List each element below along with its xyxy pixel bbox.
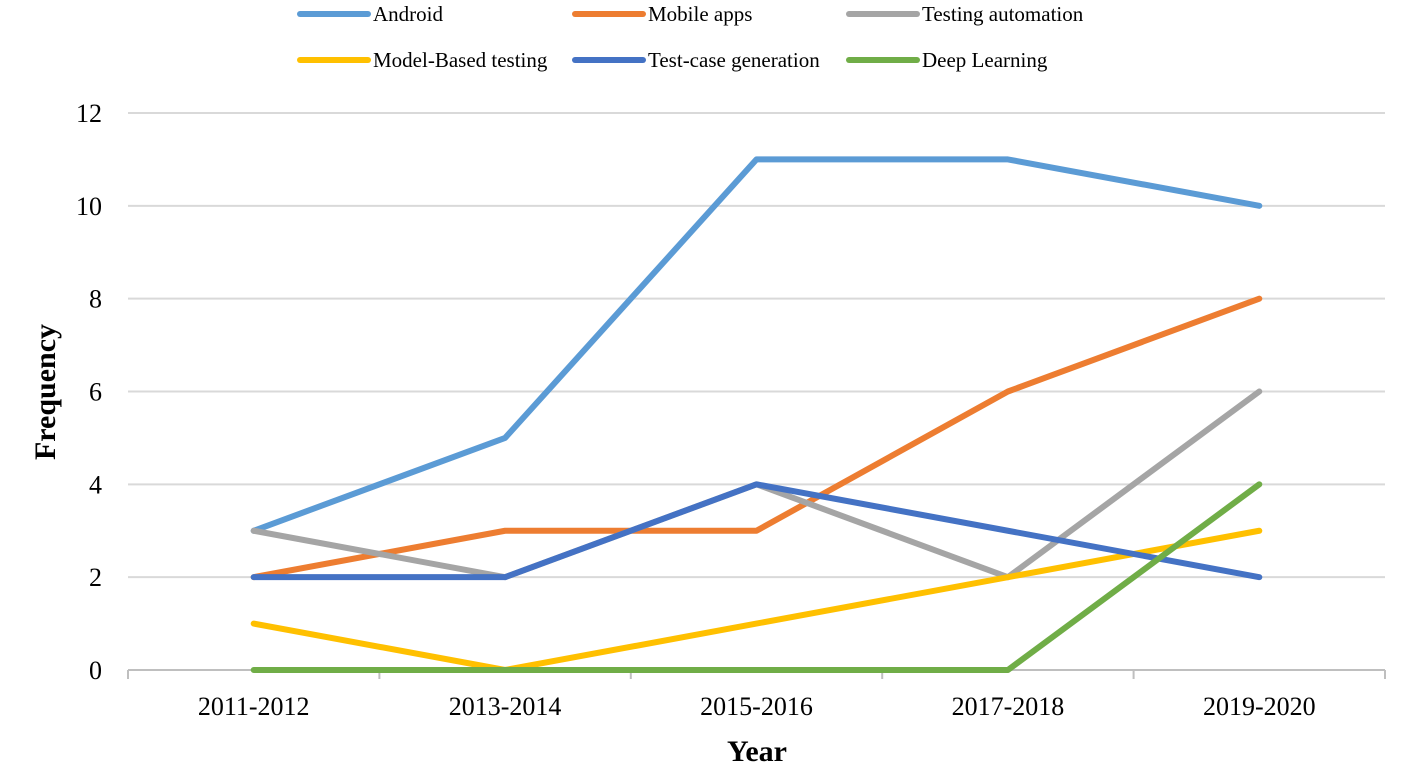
legend-label: Test-case generation	[648, 48, 820, 72]
gridlines	[128, 112, 1385, 579]
legend-label: Testing automation	[922, 2, 1084, 26]
y-tick-label: 0	[89, 656, 102, 685]
series-line-deep-learning	[250, 481, 1263, 673]
x-tick-label: 2013-2014	[449, 692, 562, 721]
x-tick-label: 2017-2018	[952, 692, 1065, 721]
legend-item-deep-learning: Deep Learning	[846, 48, 1048, 72]
legend-item-test-case-generation: Test-case generation	[572, 48, 820, 72]
legend-label: Deep Learning	[922, 48, 1048, 72]
series-line-model-based-testing	[250, 527, 1263, 673]
y-tick-label: 10	[76, 192, 102, 221]
y-tick-label: 8	[89, 285, 102, 314]
y-tick-label: 12	[76, 99, 102, 128]
legend-label: Model-Based testing	[373, 48, 548, 72]
x-axis-tick-labels: 2011-2012 2013-2014 2015-2016 2017-2018 2019…	[198, 692, 1316, 721]
legend-label: Android	[373, 2, 443, 26]
legend: Android Mobile apps Testing automation Mode…	[297, 2, 1084, 72]
legend-item-model-based-testing: Model-Based testing	[297, 48, 548, 72]
legend-item-mobile-apps: Mobile apps	[572, 2, 752, 26]
legend-item-android: Android	[297, 2, 443, 26]
y-axis-tick-labels: 0 2 4 6 8 10 12	[76, 99, 102, 685]
series-lines	[250, 156, 1263, 673]
x-axis-title: Year	[727, 735, 787, 768]
series-line-android	[250, 156, 1263, 534]
legend-label: Mobile apps	[648, 2, 752, 26]
y-tick-label: 4	[89, 470, 102, 499]
x-tick-label: 2015-2016	[700, 692, 813, 721]
x-tick-label: 2011-2012	[198, 692, 310, 721]
y-axis-title: Frequency	[29, 324, 62, 460]
series-line-mobile-apps	[250, 295, 1263, 581]
x-tick-label: 2019-2020	[1203, 692, 1316, 721]
y-tick-label: 6	[89, 378, 102, 407]
y-tick-label: 2	[89, 563, 102, 592]
legend-item-testing-automation: Testing automation	[846, 2, 1084, 26]
series-line-test-case-generation	[250, 481, 1263, 581]
